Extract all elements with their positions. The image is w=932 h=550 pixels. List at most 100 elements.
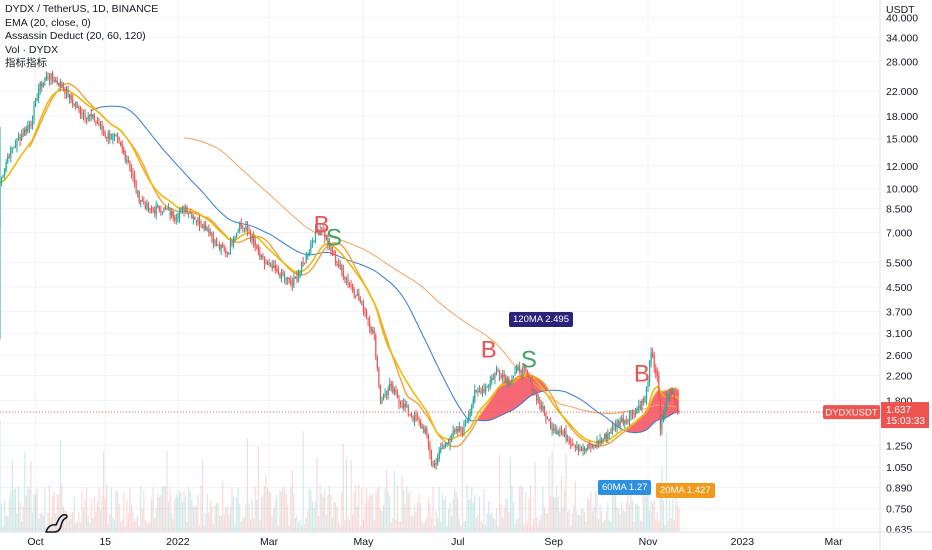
ma60-line xyxy=(90,105,680,434)
legend-ema: EMA (20, close, 0) xyxy=(5,16,91,29)
volume-bar xyxy=(154,518,156,532)
volume-bar xyxy=(529,485,532,532)
candle-body xyxy=(174,217,176,221)
candle-body xyxy=(597,440,600,444)
candle-body xyxy=(149,208,151,210)
volume-bar xyxy=(514,523,516,532)
volume-bar xyxy=(181,502,184,532)
candle-body xyxy=(457,429,459,432)
candle-body xyxy=(205,225,207,231)
candle-body xyxy=(300,263,303,271)
candle-body xyxy=(155,206,157,214)
volume-bar xyxy=(656,512,658,532)
candle-body xyxy=(143,201,145,204)
candle-body xyxy=(198,219,201,225)
candle-body xyxy=(468,414,470,420)
volume-bar xyxy=(519,486,521,532)
volume-bar xyxy=(282,486,284,532)
candle-body xyxy=(503,374,505,377)
candle-body xyxy=(610,431,612,433)
candle-body xyxy=(214,240,216,245)
volume-bar xyxy=(432,486,434,532)
volume-bar xyxy=(676,505,678,532)
candle-body xyxy=(222,243,224,248)
candle-body xyxy=(477,390,479,392)
volume-bar xyxy=(662,500,665,532)
volume-bar xyxy=(669,500,671,532)
volume-bar xyxy=(317,515,320,532)
volume-bar xyxy=(262,495,264,532)
x-tick-label: Jul xyxy=(451,536,464,548)
volume-bar xyxy=(126,499,128,532)
volume-bar xyxy=(223,514,225,532)
volume-bar xyxy=(338,522,340,532)
candle-body xyxy=(355,295,357,297)
candle-body xyxy=(418,420,420,423)
volume-bar xyxy=(254,486,256,532)
candle-body xyxy=(308,250,310,255)
candle-body xyxy=(559,431,561,433)
candle-body xyxy=(333,254,335,256)
candle-body xyxy=(311,241,314,244)
candle-body xyxy=(290,280,292,284)
volume-bar xyxy=(310,490,312,532)
volume-bar xyxy=(625,502,627,532)
volume-bar xyxy=(420,504,422,532)
volume-bar xyxy=(645,496,648,532)
legend-title: DYDX / TetherUS, 1D, BINANCE xyxy=(5,3,159,15)
candle-body xyxy=(271,265,273,269)
volume-bar xyxy=(158,496,160,532)
candle-body xyxy=(446,443,448,445)
volume-bar xyxy=(386,468,388,532)
volume-bar xyxy=(522,487,524,532)
candle-body xyxy=(409,414,411,416)
volume-bar xyxy=(523,524,525,532)
volume-bar xyxy=(650,500,652,532)
candle-body xyxy=(486,386,488,388)
volume-bar xyxy=(433,525,436,532)
candle-body xyxy=(31,119,34,126)
candle-body xyxy=(560,430,563,433)
candle-body xyxy=(120,141,122,145)
candle-body xyxy=(177,217,179,219)
volume-bar xyxy=(556,485,558,532)
candle-body xyxy=(313,240,315,242)
candle-body xyxy=(237,231,239,233)
candle-body xyxy=(658,375,660,401)
volume-bar xyxy=(531,525,533,532)
volume-bar xyxy=(367,499,369,532)
candle-body xyxy=(249,233,252,240)
volume-bar xyxy=(123,491,125,532)
candle-body xyxy=(53,80,55,83)
volume-bar xyxy=(197,495,199,532)
volume-bar xyxy=(611,487,614,532)
volume-bar xyxy=(302,431,304,532)
candle-body xyxy=(336,263,338,265)
candle-body xyxy=(384,393,386,395)
volume-bar xyxy=(13,489,15,532)
candle-body xyxy=(72,99,74,105)
volume-bar xyxy=(0,504,3,532)
candle-body xyxy=(528,374,530,379)
candle-body xyxy=(254,240,256,247)
candle-body xyxy=(147,203,150,210)
volume-bar xyxy=(8,499,10,532)
volume-bar xyxy=(642,485,644,532)
candle-body xyxy=(225,249,227,253)
candle-body xyxy=(7,156,9,163)
volume-bar xyxy=(75,523,77,532)
candle-body xyxy=(669,392,671,401)
volume-bar xyxy=(398,521,400,532)
candle-body xyxy=(647,381,649,387)
volume-bar xyxy=(539,519,541,532)
candle-body xyxy=(398,399,400,404)
volume-bar xyxy=(393,470,395,532)
volume-bar xyxy=(316,457,318,532)
volume-bar xyxy=(372,493,374,532)
candle-body xyxy=(99,125,102,127)
candle-body xyxy=(215,239,218,247)
volume-bar xyxy=(200,485,202,532)
candle-body xyxy=(133,176,136,182)
candle-body xyxy=(341,265,343,271)
